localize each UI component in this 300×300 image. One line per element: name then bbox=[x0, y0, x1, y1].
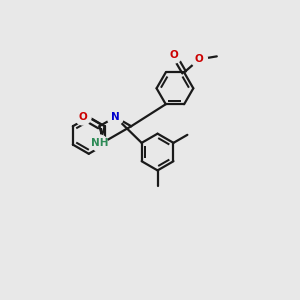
Circle shape bbox=[166, 47, 182, 63]
Circle shape bbox=[107, 109, 123, 125]
Circle shape bbox=[191, 51, 208, 68]
Text: O: O bbox=[79, 112, 87, 122]
Circle shape bbox=[91, 135, 107, 151]
Text: O: O bbox=[169, 50, 178, 60]
Text: O: O bbox=[195, 54, 204, 64]
Text: N: N bbox=[111, 112, 120, 122]
Text: NH: NH bbox=[91, 138, 108, 148]
Circle shape bbox=[75, 109, 91, 125]
